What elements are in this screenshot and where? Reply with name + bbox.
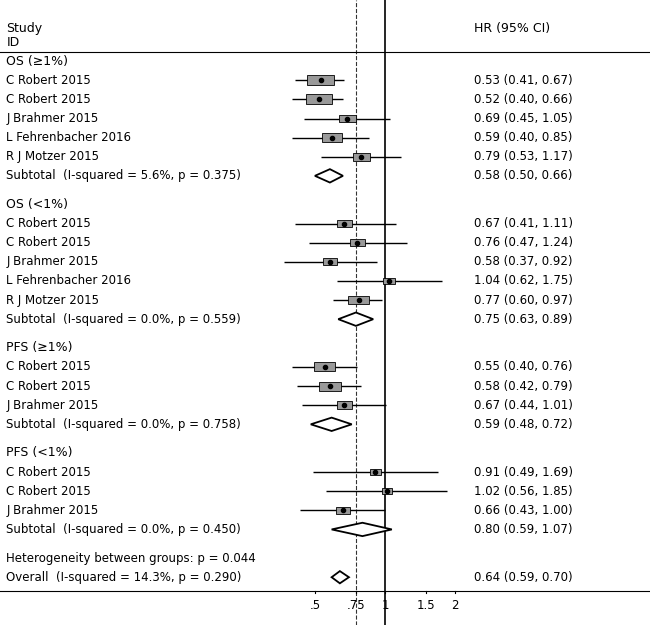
Text: OS (≥1%): OS (≥1%): [6, 54, 68, 68]
Text: Heterogeneity between groups: p = 0.044: Heterogeneity between groups: p = 0.044: [6, 552, 256, 564]
Bar: [339, 114, 356, 122]
Text: HR (95% CI): HR (95% CI): [474, 22, 551, 35]
Text: 0.52 (0.40, 0.66): 0.52 (0.40, 0.66): [474, 93, 573, 106]
Text: 0.77 (0.60, 0.97): 0.77 (0.60, 0.97): [474, 294, 573, 307]
Polygon shape: [332, 522, 392, 536]
Text: J Brahmer 2015: J Brahmer 2015: [6, 112, 99, 125]
Text: 0.55 (0.40, 0.76): 0.55 (0.40, 0.76): [474, 361, 573, 374]
Text: 0.69 (0.45, 1.05): 0.69 (0.45, 1.05): [474, 112, 573, 125]
Text: J Brahmer 2015: J Brahmer 2015: [6, 399, 99, 412]
Text: C Robert 2015: C Robert 2015: [6, 361, 91, 374]
Bar: [337, 401, 352, 409]
Text: 2: 2: [451, 599, 459, 612]
Text: .5: .5: [309, 599, 320, 612]
Bar: [383, 278, 395, 284]
Text: OS (<1%): OS (<1%): [6, 198, 68, 211]
Text: 0.58 (0.37, 0.92): 0.58 (0.37, 0.92): [474, 256, 573, 268]
Text: ID: ID: [6, 36, 20, 49]
Text: 0.66 (0.43, 1.00): 0.66 (0.43, 1.00): [474, 504, 573, 517]
Bar: [382, 488, 392, 494]
Polygon shape: [315, 169, 343, 182]
Text: C Robert 2015: C Robert 2015: [6, 466, 91, 479]
Text: J Brahmer 2015: J Brahmer 2015: [6, 504, 99, 517]
Bar: [322, 133, 342, 142]
Text: 0.67 (0.41, 1.11): 0.67 (0.41, 1.11): [474, 217, 573, 230]
Text: 0.79 (0.53, 1.17): 0.79 (0.53, 1.17): [474, 150, 573, 163]
Bar: [307, 75, 334, 86]
Bar: [353, 152, 370, 161]
Bar: [348, 296, 369, 304]
Text: Subtotal  (I-squared = 5.6%, p = 0.375): Subtotal (I-squared = 5.6%, p = 0.375): [6, 169, 241, 182]
Text: 0.59 (0.40, 0.85): 0.59 (0.40, 0.85): [474, 131, 573, 144]
Text: 0.91 (0.49, 1.69): 0.91 (0.49, 1.69): [474, 466, 573, 479]
Text: 0.80 (0.59, 1.07): 0.80 (0.59, 1.07): [474, 523, 573, 536]
Text: .75: .75: [346, 599, 365, 612]
Text: 0.64 (0.59, 0.70): 0.64 (0.59, 0.70): [474, 571, 573, 584]
Text: L Fehrenbacher 2016: L Fehrenbacher 2016: [6, 274, 131, 288]
Text: 1.04 (0.62, 1.75): 1.04 (0.62, 1.75): [474, 274, 573, 288]
Text: 0.53 (0.41, 0.67): 0.53 (0.41, 0.67): [474, 74, 573, 87]
Text: Subtotal  (I-squared = 0.0%, p = 0.450): Subtotal (I-squared = 0.0%, p = 0.450): [6, 523, 241, 536]
Text: R J Motzer 2015: R J Motzer 2015: [6, 150, 99, 163]
Text: 0.58 (0.50, 0.66): 0.58 (0.50, 0.66): [474, 169, 573, 182]
Polygon shape: [332, 571, 349, 583]
Text: 1.5: 1.5: [417, 599, 436, 612]
Bar: [370, 469, 381, 475]
Bar: [337, 220, 352, 228]
Bar: [336, 507, 350, 514]
Bar: [319, 382, 341, 391]
Text: PFS (<1%): PFS (<1%): [6, 446, 73, 459]
Text: Overall  (I-squared = 14.3%, p = 0.290): Overall (I-squared = 14.3%, p = 0.290): [6, 571, 242, 584]
Text: Subtotal  (I-squared = 0.0%, p = 0.559): Subtotal (I-squared = 0.0%, p = 0.559): [6, 312, 241, 326]
Text: Study: Study: [6, 22, 43, 35]
Text: 0.58 (0.42, 0.79): 0.58 (0.42, 0.79): [474, 379, 573, 392]
Text: 0.67 (0.44, 1.01): 0.67 (0.44, 1.01): [474, 399, 573, 412]
Bar: [314, 362, 335, 371]
Text: L Fehrenbacher 2016: L Fehrenbacher 2016: [6, 131, 131, 144]
Text: C Robert 2015: C Robert 2015: [6, 217, 91, 230]
Text: Subtotal  (I-squared = 0.0%, p = 0.758): Subtotal (I-squared = 0.0%, p = 0.758): [6, 418, 241, 431]
Text: PFS (≥1%): PFS (≥1%): [6, 341, 73, 354]
Text: 1.02 (0.56, 1.85): 1.02 (0.56, 1.85): [474, 485, 573, 498]
Text: C Robert 2015: C Robert 2015: [6, 485, 91, 498]
Polygon shape: [311, 418, 352, 431]
Text: 0.59 (0.48, 0.72): 0.59 (0.48, 0.72): [474, 418, 573, 431]
Text: J Brahmer 2015: J Brahmer 2015: [6, 256, 99, 268]
Text: C Robert 2015: C Robert 2015: [6, 74, 91, 87]
Bar: [323, 258, 337, 266]
Bar: [306, 94, 332, 104]
Text: 0.75 (0.63, 0.89): 0.75 (0.63, 0.89): [474, 312, 573, 326]
Text: R J Motzer 2015: R J Motzer 2015: [6, 294, 99, 307]
Text: C Robert 2015: C Robert 2015: [6, 236, 91, 249]
Bar: [350, 239, 365, 246]
Text: C Robert 2015: C Robert 2015: [6, 93, 91, 106]
Text: C Robert 2015: C Robert 2015: [6, 379, 91, 392]
Text: 1: 1: [382, 599, 389, 612]
Text: 0.76 (0.47, 1.24): 0.76 (0.47, 1.24): [474, 236, 573, 249]
Polygon shape: [338, 312, 373, 326]
